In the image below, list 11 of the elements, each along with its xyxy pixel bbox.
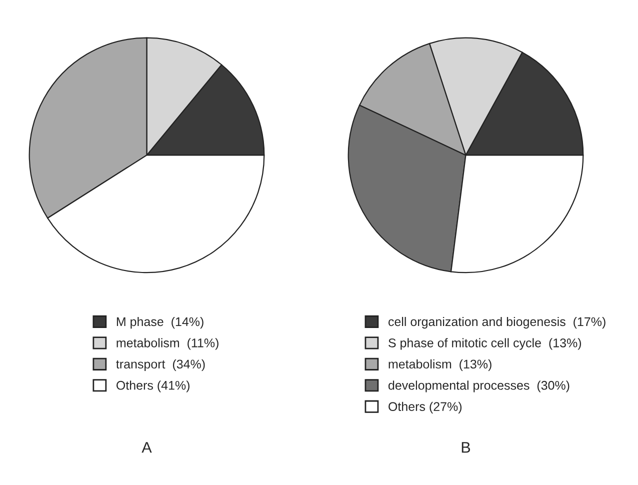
legend-label: Others (41%): [116, 380, 190, 392]
legend-label: Others (27%): [388, 402, 462, 414]
legend-label: M phase (14%): [116, 316, 204, 329]
text: B: [462, 442, 470, 453]
legend-label: transport (34%): [116, 359, 205, 372]
legend-label: S phase of mitotic cell cycle (13%): [388, 338, 582, 350]
text: A: [142, 442, 152, 453]
legend-label: developmental processes (30%): [388, 380, 570, 392]
legend-label: cell organization and biogenesis (17%): [388, 316, 606, 329]
legend-label: metabolism (13%): [388, 359, 492, 372]
legend-label: metabolism (11%): [116, 338, 218, 350]
